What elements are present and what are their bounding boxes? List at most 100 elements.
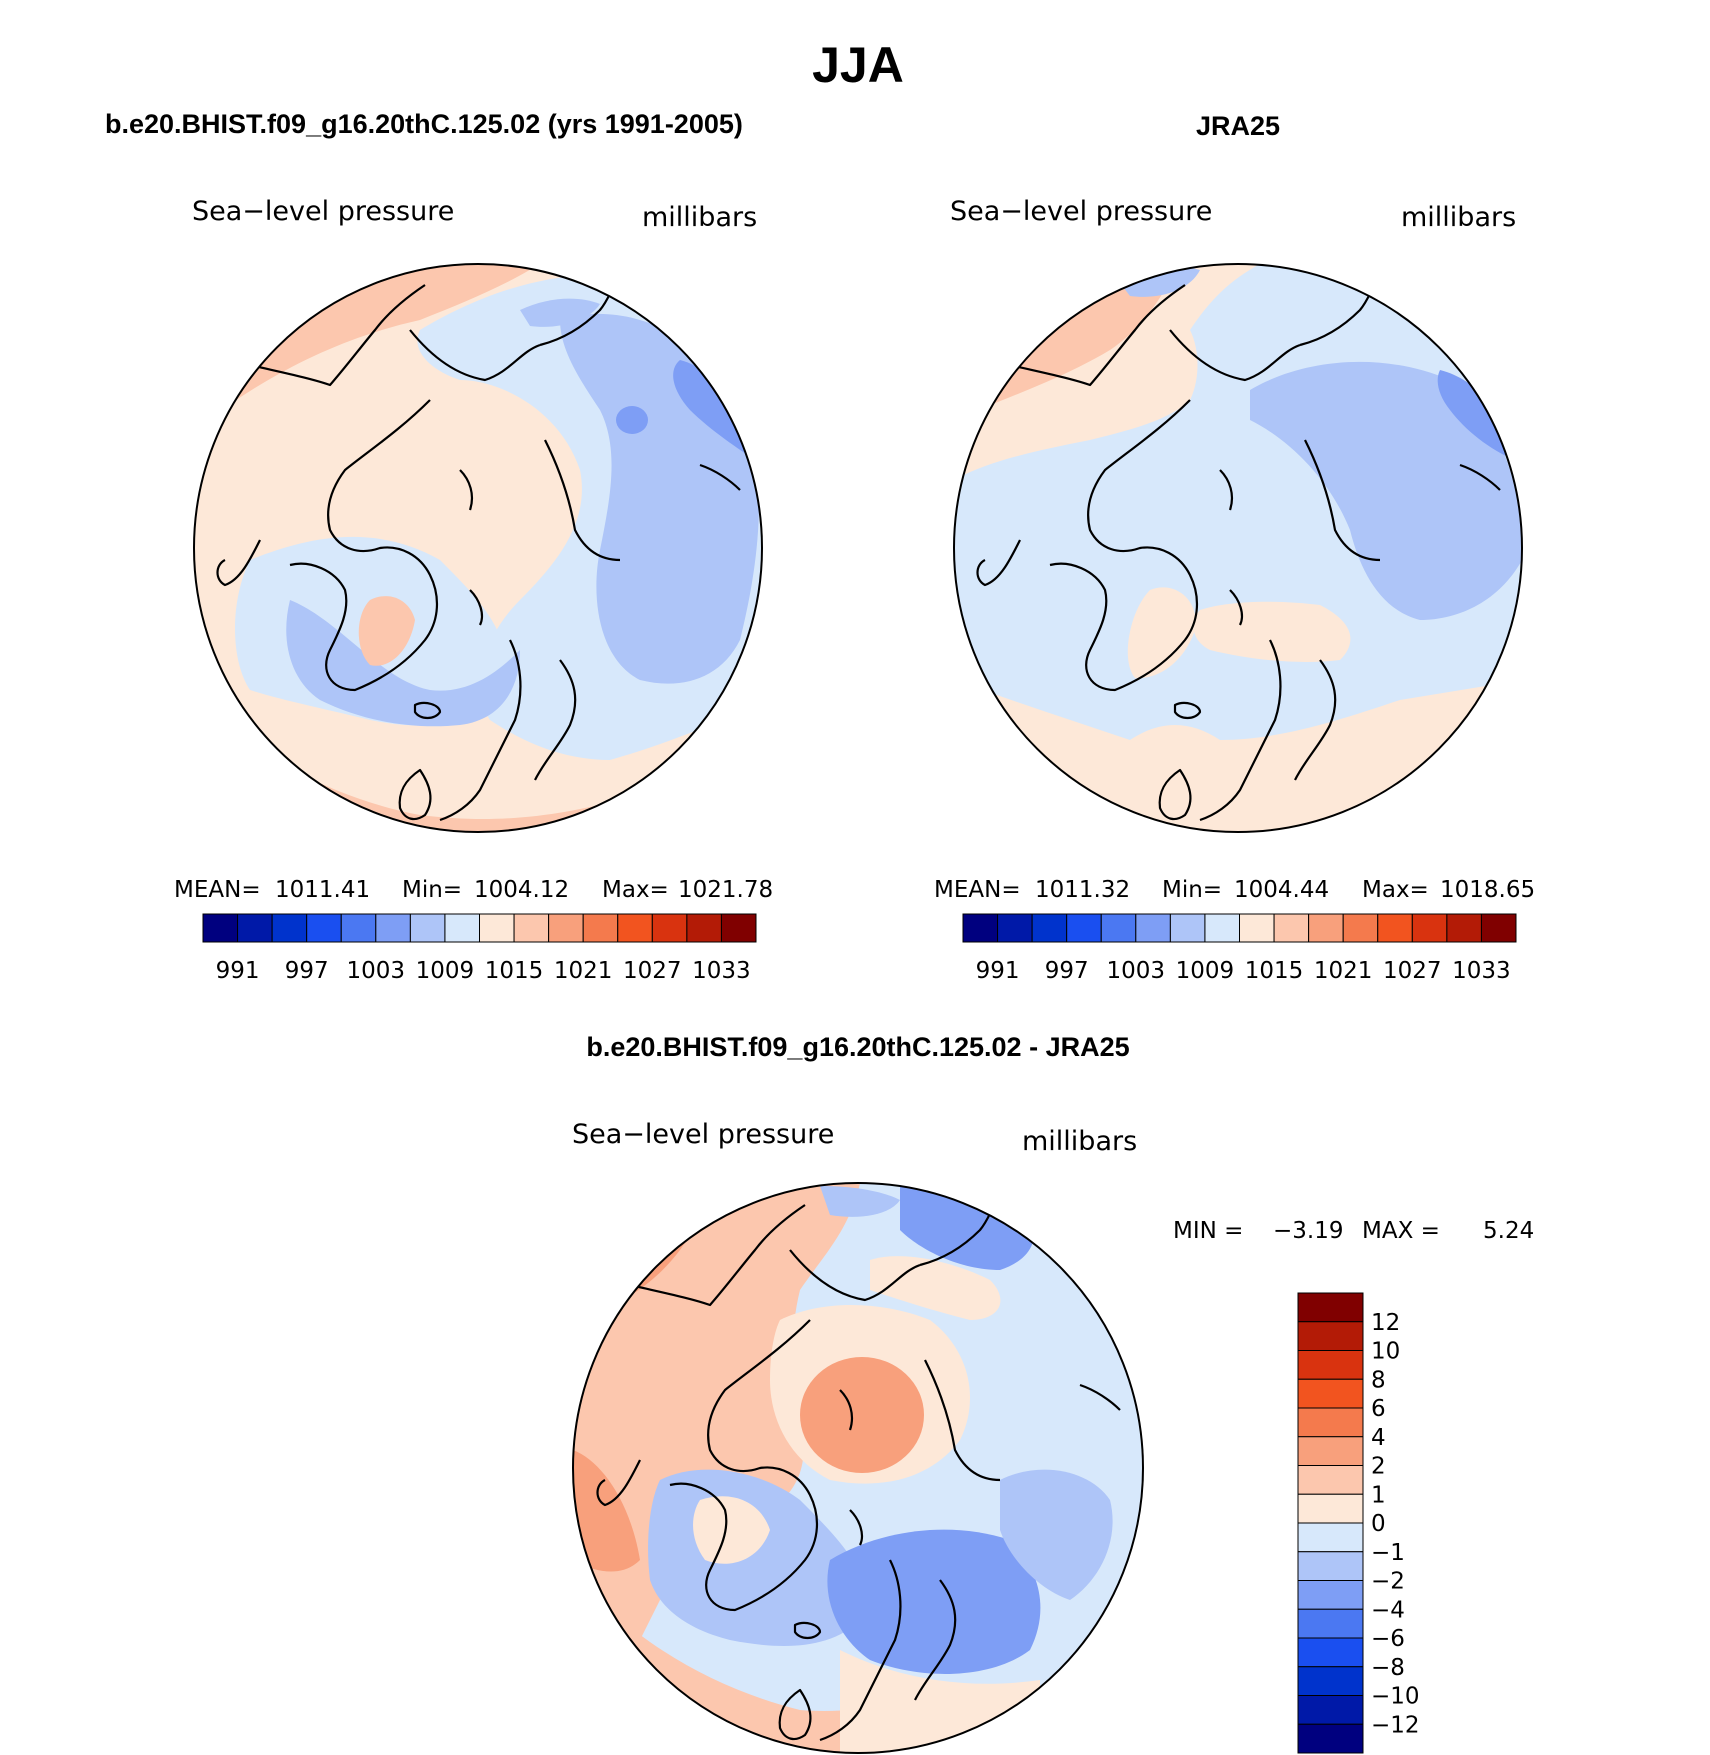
stats-model-max-value: 1021.78 [678, 877, 773, 903]
panel-model-variable: Sea−level pressure [192, 196, 454, 227]
colorbar-obs-swatch [1239, 913, 1275, 943]
colorbar-obs-tick-label: 991 [976, 958, 1020, 984]
stats-model-min-value: 1004.12 [474, 877, 569, 903]
stats-diff-min-label: MIN = [1173, 1218, 1243, 1244]
colorbar-diff-swatch [1297, 1522, 1364, 1553]
map-obs [953, 263, 1523, 833]
colorbar-model-tick-label: 991 [216, 958, 260, 984]
colorbar-model-swatch [409, 913, 446, 943]
colorbar-diff-tick-label: −6 [1371, 1626, 1405, 1652]
colorbar-obs-swatch [1342, 913, 1379, 943]
colorbar-model-tick-label: 997 [285, 958, 329, 984]
colorbar-obs: 991 997 1003 1009 1015 1021 1027 1033 [962, 913, 1517, 984]
stats-obs: MEAN= 1011.32 Min= 1004.44 Max= 1018.65 [934, 877, 1535, 903]
colorbar-diff-tick-label: −4 [1371, 1597, 1405, 1623]
colorbar-diff-swatch [1297, 1580, 1364, 1610]
colorbar-obs-tick-label: 1027 [1383, 958, 1442, 984]
stats-obs-max-label: Max= [1362, 877, 1429, 903]
colorbar-diff-swatch [1297, 1666, 1364, 1696]
stats-model-min-label: Min= [402, 877, 462, 903]
colorbar-diff-tick-label: 2 [1371, 1454, 1386, 1480]
stats-diff-min-value: −3.19 [1273, 1218, 1343, 1244]
colorbar-diff-tick-label: 8 [1371, 1367, 1386, 1393]
colorbar-obs-tick-label: 1021 [1314, 958, 1373, 984]
map-model [193, 263, 763, 833]
panel-model: b.e20.BHIST.f09_g16.20thC.125.02 (yrs 19… [105, 109, 773, 984]
colorbar-diff-swatch [1297, 1723, 1364, 1754]
colorbar-model-swatch [651, 913, 688, 943]
colorbar-model-tick-label: 1021 [554, 958, 613, 984]
panel-model-header: b.e20.BHIST.f09_g16.20thC.125.02 (yrs 19… [105, 109, 743, 139]
colorbar-obs-swatch [1377, 913, 1413, 943]
colorbar-obs-swatch [997, 913, 1033, 943]
colorbar-obs-swatch [1308, 913, 1344, 943]
colorbar-obs-swatch [1169, 913, 1206, 943]
colorbar-model-swatch [479, 913, 515, 943]
colorbar-obs-swatch [1031, 913, 1068, 943]
colorbar-model: 991 997 1003 1009 1015 1021 1027 1033 [202, 913, 757, 984]
colorbar-diff-tick-label: 6 [1371, 1396, 1386, 1422]
panel-diff-units: millibars [1022, 1126, 1137, 1157]
colorbar-diff-swatch [1297, 1292, 1364, 1323]
colorbar-diff-tick-label: −10 [1371, 1684, 1420, 1710]
colorbar-diff-tick-label: 0 [1371, 1511, 1386, 1537]
colorbar-model-swatch [306, 913, 342, 943]
colorbar-diff-tick-label: 1 [1371, 1482, 1386, 1508]
colorbar-model-tick-label: 1033 [692, 958, 751, 984]
colorbar-model-swatch [340, 913, 377, 943]
colorbar-diff-swatch [1297, 1637, 1364, 1668]
colorbar-obs-swatch [1066, 913, 1102, 943]
colorbar-model-tick-label: 1003 [347, 958, 406, 984]
colorbar-obs-swatch [1446, 913, 1482, 943]
stats-diff-max-value: 5.24 [1483, 1218, 1534, 1244]
colorbar-diff-swatch [1297, 1350, 1364, 1380]
colorbar-obs-swatch [1273, 913, 1310, 943]
colorbar-diff-tick-label: 4 [1371, 1425, 1386, 1451]
colorbar-obs-tick-label: 1015 [1245, 958, 1304, 984]
colorbar-diff-swatch [1297, 1695, 1364, 1725]
panel-obs-units: millibars [1401, 202, 1516, 233]
colorbar-diff-swatch [1297, 1551, 1364, 1581]
colorbar-obs-swatch [962, 913, 999, 943]
stats-model-max-label: Max= [602, 877, 669, 903]
panel-obs-variable: Sea−level pressure [950, 196, 1212, 227]
colorbar-model-swatch [617, 913, 653, 943]
colorbar-diff-swatch [1297, 1378, 1364, 1409]
colorbar-diff-tick-label: −8 [1371, 1655, 1405, 1681]
stats-diff-max-label: MAX = [1362, 1218, 1440, 1244]
colorbar-model-swatch [237, 913, 273, 943]
colorbar-diff-swatch [1297, 1493, 1364, 1524]
colorbar-diff-swatch [1297, 1407, 1364, 1438]
colorbar-diff-tick-label: 12 [1371, 1310, 1400, 1336]
panel-diff-header: b.e20.BHIST.f09_g16.20thC.125.02 - JRA25 [586, 1032, 1129, 1062]
colorbar-model-swatch [444, 913, 480, 943]
panel-diff: b.e20.BHIST.f09_g16.20thC.125.02 - JRA25… [572, 1032, 1534, 1754]
colorbar-model-swatch [271, 913, 308, 943]
stats-obs-mean-value: 1011.32 [1035, 877, 1130, 903]
colorbar-obs-swatch [1480, 913, 1517, 943]
colorbar-obs-swatch [1204, 913, 1240, 943]
colorbar-model-tick-label: 1015 [485, 958, 544, 984]
colorbar-diff-tick-label: −2 [1371, 1569, 1405, 1595]
panel-obs-header: JRA25 [1196, 111, 1280, 141]
colorbar-diff-swatch [1297, 1465, 1364, 1495]
colorbar-model-swatch [582, 913, 619, 943]
colorbar-model-tick-label: 1027 [623, 958, 682, 984]
colorbar-obs-tick-label: 1009 [1176, 958, 1235, 984]
colorbar-diff-swatch [1297, 1608, 1364, 1639]
colorbar-obs-tick-label: 1003 [1107, 958, 1166, 984]
colorbar-model-swatch [375, 913, 411, 943]
colorbar-model-swatch [720, 913, 757, 943]
stats-model-mean-label: MEAN= [174, 877, 261, 903]
panel-diff-variable: Sea−level pressure [572, 1119, 834, 1150]
colorbar-obs-tick-label: 1033 [1452, 958, 1511, 984]
colorbar-model-swatch [513, 913, 550, 943]
colorbar-model-swatch [548, 913, 584, 943]
stats-model: MEAN= 1011.41 Min= 1004.12 Max= 1021.78 [174, 877, 773, 903]
colorbar-diff-tick-label: 10 [1371, 1339, 1400, 1365]
stats-diff: MIN = −3.19 MAX = 5.24 [1173, 1218, 1534, 1244]
colorbar-model-swatch [202, 913, 239, 943]
stats-obs-min-label: Min= [1162, 877, 1222, 903]
